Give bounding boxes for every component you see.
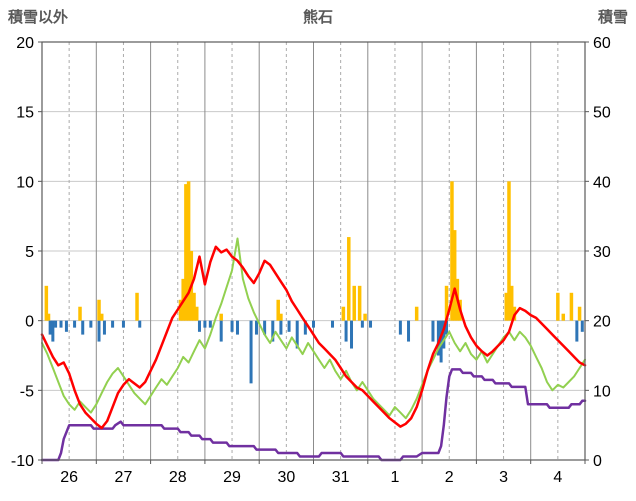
svg-text:1: 1 <box>390 469 399 486</box>
svg-text:60: 60 <box>593 35 611 52</box>
svg-text:31: 31 <box>332 469 350 486</box>
svg-text:4: 4 <box>553 469 562 486</box>
svg-text:20: 20 <box>16 35 34 52</box>
svg-text:-5: -5 <box>20 383 34 400</box>
svg-text:30: 30 <box>277 469 295 486</box>
right-axis-title: 積雪 <box>597 9 628 26</box>
svg-text:27: 27 <box>115 469 133 486</box>
svg-text:3: 3 <box>499 469 508 486</box>
svg-text:5: 5 <box>25 244 34 261</box>
svg-text:40: 40 <box>593 174 611 191</box>
svg-text:20: 20 <box>593 314 611 331</box>
svg-text:10: 10 <box>16 174 34 191</box>
svg-text:50: 50 <box>593 105 611 122</box>
svg-text:0: 0 <box>25 314 34 331</box>
svg-text:29: 29 <box>223 469 241 486</box>
svg-text:15: 15 <box>16 105 34 122</box>
svg-text:-10: -10 <box>11 453 34 470</box>
svg-text:10: 10 <box>593 383 611 400</box>
chart-title: 熊石 <box>302 9 333 26</box>
svg-text:28: 28 <box>169 469 187 486</box>
svg-text:0: 0 <box>593 453 602 470</box>
left-axis-title: 積雪以外 <box>8 9 69 26</box>
svg-text:2: 2 <box>445 469 454 486</box>
svg-text:26: 26 <box>60 469 78 486</box>
svg-text:30: 30 <box>593 244 611 261</box>
